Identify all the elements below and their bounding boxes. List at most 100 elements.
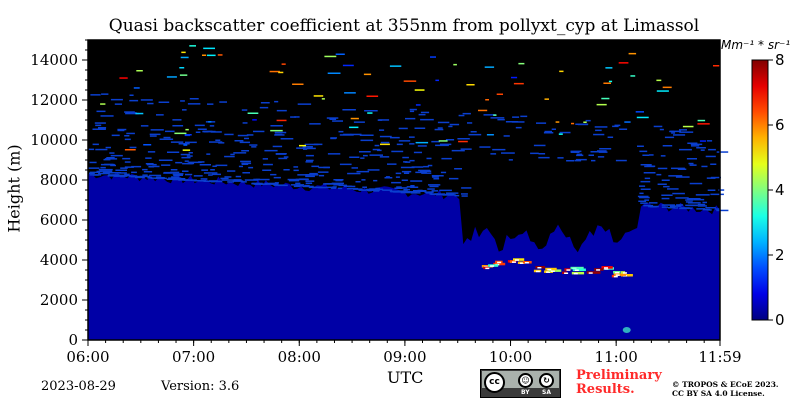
noise-streak xyxy=(94,122,106,124)
noise-streak xyxy=(642,154,650,156)
noise-streak xyxy=(246,134,254,136)
noise-streak xyxy=(332,186,337,188)
noise-streak xyxy=(557,157,564,159)
noise-pixel xyxy=(518,62,525,65)
noise-streak xyxy=(401,187,408,189)
aerosol-layer-core xyxy=(596,269,601,271)
noise-streak xyxy=(211,173,221,176)
noise-streak xyxy=(696,208,706,210)
noise-streak xyxy=(296,147,306,149)
noise-streak xyxy=(122,157,131,160)
noise-streak xyxy=(643,204,654,207)
noise-pixel xyxy=(544,98,549,100)
noise-streak xyxy=(224,133,234,136)
noise-streak xyxy=(588,154,594,156)
noise-streak xyxy=(283,156,289,158)
noise-pixel xyxy=(493,114,497,116)
noise-streak xyxy=(432,176,439,178)
noise-streak xyxy=(619,128,628,130)
noise-streak xyxy=(423,165,429,168)
noise-streak xyxy=(158,101,170,103)
noise-streak xyxy=(394,187,403,189)
noise-streak xyxy=(318,166,330,169)
noise-streak xyxy=(544,130,552,133)
noise-streak xyxy=(449,177,459,180)
noise-pixel xyxy=(486,134,494,136)
noise-pixel xyxy=(313,95,324,97)
noise-streak xyxy=(199,164,211,166)
noise-streak xyxy=(429,185,439,188)
noise-streak xyxy=(667,188,679,190)
noise-streak xyxy=(206,153,211,155)
noise-streak xyxy=(287,178,300,181)
noise-streak xyxy=(410,185,415,187)
noise-streak xyxy=(129,94,134,96)
noise-streak xyxy=(676,204,684,206)
noise-streak xyxy=(306,159,314,162)
colorbar-tick-label: 2 xyxy=(775,246,785,264)
colorbar xyxy=(751,59,769,321)
noise-pixel xyxy=(183,144,188,146)
x-tick-label: 07:00 xyxy=(172,348,215,366)
noise-streak xyxy=(135,176,145,179)
noise-streak xyxy=(90,94,101,96)
noise-streak xyxy=(570,151,580,153)
aerosol-layer-core xyxy=(535,270,540,273)
copyright-line-2: CC BY SA 4.0 License. xyxy=(672,389,765,398)
noise-streak xyxy=(273,176,281,179)
noise-streak xyxy=(175,161,183,164)
noise-streak xyxy=(434,128,444,131)
noise-streak xyxy=(343,185,352,187)
noise-pixel xyxy=(485,99,489,101)
noise-streak xyxy=(339,163,352,166)
noise-pixel xyxy=(278,71,284,74)
noise-streak xyxy=(363,154,368,157)
noise-streak xyxy=(173,174,183,176)
noise-streak xyxy=(398,127,408,130)
noise-streak xyxy=(264,149,278,152)
noise-streak xyxy=(278,157,288,160)
noise-streak xyxy=(597,156,605,158)
noise-streak xyxy=(305,174,319,176)
noise-streak xyxy=(89,171,100,174)
noise-streak xyxy=(410,180,423,182)
aerosol-layer-pixel xyxy=(570,266,584,270)
noise-streak xyxy=(114,103,122,105)
noise-streak xyxy=(413,151,422,154)
noise-streak xyxy=(270,125,283,127)
noise-streak xyxy=(360,157,365,159)
x-tick-label: 08:00 xyxy=(278,348,321,366)
noise-streak xyxy=(238,165,243,168)
noise-streak xyxy=(172,173,184,175)
noise-pixel xyxy=(207,54,216,57)
attribution-icon: ☺ xyxy=(518,373,533,388)
noise-streak xyxy=(109,152,115,154)
noise-streak xyxy=(671,205,682,207)
noise-streak xyxy=(362,186,367,188)
noise-streak xyxy=(159,138,174,140)
noise-streak xyxy=(163,172,173,174)
noise-streak xyxy=(235,175,241,178)
noise-streak xyxy=(637,145,644,147)
noise-streak xyxy=(648,202,658,204)
cc-license-badge[interactable]: cc ☺ ↻ BY SA xyxy=(480,369,561,398)
noise-streak xyxy=(457,138,470,140)
noise-streak xyxy=(117,174,131,177)
noise-streak xyxy=(710,193,724,196)
noise-streak xyxy=(200,178,208,180)
chart-title: Quasi backscatter coefficient at 355nm f… xyxy=(108,16,700,36)
noise-streak xyxy=(449,123,460,126)
noise-streak xyxy=(311,165,319,168)
noise-pixel xyxy=(430,56,436,58)
noise-streak xyxy=(387,163,397,165)
noise-streak xyxy=(374,144,380,147)
noise-streak xyxy=(96,170,102,173)
noise-streak xyxy=(640,164,652,166)
noise-streak xyxy=(327,153,341,155)
noise-pixel xyxy=(174,132,187,135)
noise-streak xyxy=(520,115,528,118)
noise-streak xyxy=(333,179,344,181)
footer-version: Version: 3.6 xyxy=(161,379,240,394)
noise-streak xyxy=(149,135,157,137)
noise-streak xyxy=(646,165,656,167)
